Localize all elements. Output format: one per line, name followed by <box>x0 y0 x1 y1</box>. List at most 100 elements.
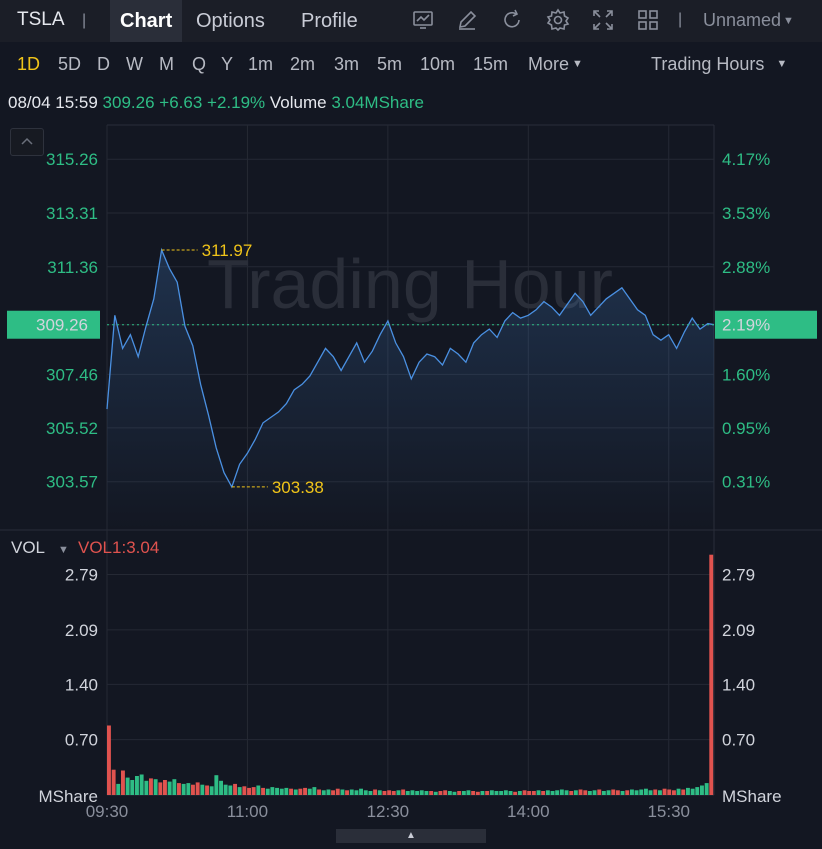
volume-tick-label: 1.40 <box>65 675 98 694</box>
volume-bar <box>461 791 466 795</box>
volume-bar <box>433 791 438 795</box>
interval-3m[interactable]: 3m <box>334 54 360 74</box>
volume-bar <box>205 785 209 795</box>
chevron-down-icon[interactable]: ▼ <box>58 544 69 556</box>
volume-bar <box>195 782 200 795</box>
volume-bar <box>545 790 550 795</box>
draw-icon[interactable] <box>455 8 479 32</box>
volume-bar <box>667 789 672 795</box>
volume-bar <box>536 790 541 795</box>
time-scroll-handle[interactable]: ▲ <box>336 829 486 843</box>
tab-chart[interactable]: Chart <box>110 0 183 42</box>
chevron-down-icon: ▼ <box>783 15 794 27</box>
pct-tick-label: 0.31% <box>722 473 770 492</box>
volume-bar <box>233 783 237 795</box>
volume-bar <box>489 790 494 795</box>
volume-bar <box>443 790 448 795</box>
interval-1d[interactable]: 1D <box>17 54 41 74</box>
volume-bar <box>153 779 158 795</box>
volume-bar <box>130 780 135 795</box>
quote-change: +6.63 <box>159 93 203 112</box>
volume-bar <box>158 782 163 795</box>
volume-bar <box>644 788 648 795</box>
volume-bar <box>704 783 709 795</box>
volume-bar <box>410 790 415 795</box>
volume-bar <box>279 788 284 795</box>
chevron-up-icon: ▲ <box>406 830 416 841</box>
interval-q[interactable]: Q <box>192 54 207 74</box>
top-toolbar: TSLA | Chart Options Profile | Unnamed ▼ <box>0 0 822 42</box>
tab-profile[interactable]: Profile <box>301 10 358 32</box>
volume-bar <box>639 789 644 795</box>
chevron-down-icon: ▼ <box>572 58 583 70</box>
volume-bar <box>424 791 429 795</box>
volume-bar <box>340 789 345 795</box>
volume-bar <box>630 789 634 795</box>
quote-price: 309.26 <box>102 93 155 112</box>
volume-bar <box>662 788 667 795</box>
indicator-icon[interactable] <box>411 8 435 32</box>
volume-indicator-name[interactable]: VOL <box>11 538 46 557</box>
volume-bar <box>583 790 588 795</box>
volume-bar <box>237 787 242 795</box>
volume-bar <box>429 791 434 795</box>
volume-bar <box>307 788 312 795</box>
interval-5d[interactable]: 5D <box>58 54 82 74</box>
refresh-icon[interactable] <box>500 8 524 32</box>
tab-options[interactable]: Options <box>196 10 265 32</box>
more-intervals-dropdown[interactable]: More ▼ <box>528 54 583 75</box>
chevron-down-icon: ▼ <box>776 58 788 70</box>
volume-bar <box>270 787 275 795</box>
interval-y[interactable]: Y <box>221 54 234 74</box>
volume-bars <box>107 554 714 795</box>
ticker-symbol[interactable]: TSLA <box>17 9 65 30</box>
volume-bar <box>121 770 125 795</box>
layout-name-dropdown[interactable]: Unnamed ▼ <box>703 10 794 31</box>
session-dropdown[interactable]: Trading Hours ▼ <box>651 54 787 75</box>
volume-bar <box>700 785 704 795</box>
settings-icon[interactable] <box>546 8 570 32</box>
interval-d[interactable]: D <box>97 54 110 74</box>
volume-bar <box>265 788 270 795</box>
volume-bar <box>135 776 139 795</box>
volume-tick-label: 0.70 <box>65 731 98 750</box>
volume-bar <box>214 775 219 795</box>
interval-5m[interactable]: 5m <box>377 54 403 74</box>
interval-10m[interactable]: 10m <box>420 54 456 74</box>
fullscreen-icon[interactable] <box>591 8 615 32</box>
volume-tick-label-right: 2.79 <box>722 566 755 585</box>
volume-bar <box>690 788 695 795</box>
volume-bar <box>107 725 111 795</box>
interval-bar: 1D 5D D W M Q Y 1m 2m 3m 5m 10m 15m More… <box>0 48 822 82</box>
interval-m[interactable]: M <box>159 54 174 74</box>
price-tick-label: 315.26 <box>46 150 98 169</box>
price-area: 311.97 303.38 <box>106 241 715 530</box>
volume-bar <box>387 790 392 795</box>
pct-tick-label: 4.17% <box>722 150 770 169</box>
volume-indicator-value: VOL1:3.04 <box>78 538 160 557</box>
volume-bar <box>284 787 289 795</box>
pct-tick-label: 3.53% <box>722 204 770 223</box>
volume-axis-labels: 2.79 2.79 2.09 2.09 1.40 1.40 0.70 0.70 MShare MS… <box>38 566 781 822</box>
collapse-button[interactable] <box>10 128 44 156</box>
volume-bar <box>634 790 639 795</box>
volume-bar <box>620 791 625 795</box>
volume-bar <box>391 791 396 795</box>
interval-w[interactable]: W <box>126 54 143 74</box>
volume-bar <box>293 789 298 795</box>
layout-grid-icon[interactable] <box>636 8 660 32</box>
volume-bar <box>251 787 256 795</box>
interval-15m[interactable]: 15m <box>473 54 509 74</box>
volume-bar <box>359 788 363 795</box>
volume-bar <box>382 791 387 795</box>
volume-bar <box>550 791 555 795</box>
pct-tick-label: 0.95% <box>722 419 770 438</box>
price-tick-label: 307.46 <box>46 365 98 384</box>
interval-1m[interactable]: 1m <box>248 54 274 74</box>
volume-bar <box>209 786 214 795</box>
volume-bar <box>513 791 518 795</box>
interval-2m[interactable]: 2m <box>290 54 316 74</box>
volume-bar <box>672 790 676 795</box>
volume-bar <box>335 788 340 795</box>
